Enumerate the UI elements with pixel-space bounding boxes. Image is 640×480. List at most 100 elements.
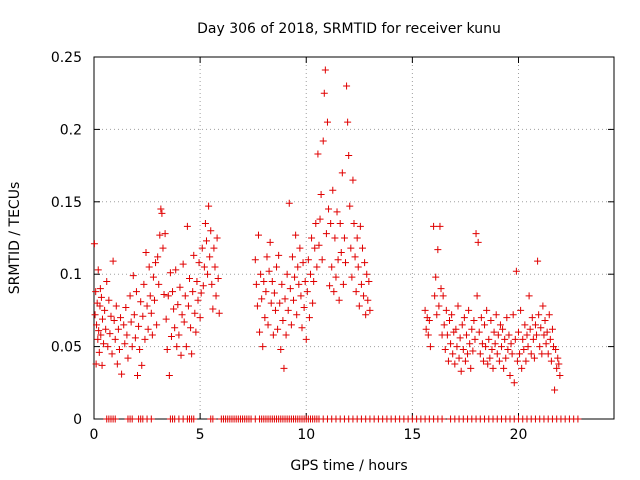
data-point-marker bbox=[486, 354, 494, 362]
data-point-marker bbox=[207, 227, 215, 235]
data-point-marker bbox=[120, 321, 128, 329]
data-point-marker bbox=[464, 350, 472, 358]
data-point-marker bbox=[553, 364, 561, 372]
data-point-marker bbox=[454, 302, 462, 310]
data-point-marker bbox=[191, 309, 199, 317]
data-point-marker bbox=[123, 331, 131, 339]
data-point-marker bbox=[330, 288, 338, 296]
data-point-marker bbox=[316, 215, 324, 223]
data-point-marker bbox=[179, 260, 187, 268]
data-point-marker bbox=[96, 285, 104, 293]
data-point-marker bbox=[102, 325, 110, 333]
data-point-marker bbox=[338, 169, 346, 177]
data-point-marker bbox=[542, 340, 550, 348]
data-point-marker bbox=[190, 415, 198, 423]
data-point-marker bbox=[456, 334, 464, 342]
data-point-marker bbox=[253, 302, 261, 310]
data-point-marker bbox=[354, 263, 362, 271]
data-point-marker bbox=[209, 305, 217, 313]
data-point-marker bbox=[137, 298, 145, 306]
data-point-marker bbox=[540, 331, 548, 339]
data-point-marker bbox=[362, 311, 370, 319]
data-point-marker bbox=[138, 361, 146, 369]
data-point-marker bbox=[199, 282, 207, 290]
data-point-marker bbox=[358, 244, 366, 252]
data-point-marker bbox=[544, 350, 552, 358]
data-point-marker bbox=[261, 314, 269, 322]
data-point-marker bbox=[169, 288, 177, 296]
data-point-marker bbox=[308, 234, 316, 242]
data-point-marker bbox=[523, 331, 531, 339]
data-point-marker bbox=[290, 296, 298, 304]
data-point-marker bbox=[312, 220, 320, 228]
data-point-marker bbox=[127, 318, 135, 326]
data-point-marker bbox=[160, 290, 168, 298]
data-point-marker bbox=[353, 234, 361, 242]
data-point-marker bbox=[548, 325, 556, 333]
data-point-marker bbox=[265, 267, 273, 275]
data-point-marker bbox=[287, 321, 295, 329]
data-point-marker bbox=[489, 364, 497, 372]
data-point-marker bbox=[326, 282, 334, 290]
data-point-marker bbox=[187, 324, 195, 332]
data-point-marker bbox=[155, 280, 163, 288]
data-point-marker bbox=[124, 354, 132, 362]
data-point-marker bbox=[526, 325, 534, 333]
data-point-marker bbox=[531, 321, 539, 329]
data-point-marker bbox=[574, 415, 582, 423]
data-point-marker bbox=[281, 295, 289, 303]
data-point-marker bbox=[471, 335, 479, 343]
data-point-marker bbox=[538, 350, 546, 358]
data-point-marker bbox=[315, 241, 323, 249]
data-point-marker bbox=[524, 343, 532, 351]
data-point-marker bbox=[121, 340, 129, 348]
data-point-marker bbox=[304, 256, 312, 264]
data-point-marker bbox=[278, 280, 286, 288]
data-point-marker bbox=[555, 360, 563, 368]
data-point-marker bbox=[431, 292, 439, 300]
data-point-marker bbox=[331, 234, 339, 242]
data-point-marker bbox=[294, 263, 302, 271]
data-point-marker bbox=[321, 66, 329, 74]
data-point-marker bbox=[444, 357, 452, 365]
data-point-marker bbox=[446, 317, 454, 325]
data-point-marker bbox=[509, 311, 517, 319]
data-point-marker bbox=[495, 357, 503, 365]
data-point-marker bbox=[144, 325, 152, 333]
data-point-marker bbox=[490, 328, 498, 336]
data-point-marker bbox=[481, 321, 489, 329]
data-point-marker bbox=[186, 275, 194, 283]
data-point-marker bbox=[200, 263, 208, 271]
data-points bbox=[90, 66, 582, 423]
data-point-marker bbox=[192, 328, 200, 336]
data-point-marker bbox=[299, 259, 307, 267]
data-point-marker bbox=[468, 325, 476, 333]
data-point-marker bbox=[477, 314, 485, 322]
data-point-marker bbox=[170, 305, 178, 313]
data-point-marker bbox=[128, 415, 136, 423]
data-point-marker bbox=[171, 324, 179, 332]
data-point-marker bbox=[344, 118, 352, 126]
data-point-marker bbox=[259, 343, 267, 351]
data-point-marker bbox=[493, 350, 501, 358]
x-tick-label: 0 bbox=[90, 427, 99, 443]
data-point-marker bbox=[323, 118, 331, 126]
data-point-marker bbox=[554, 354, 562, 362]
data-point-marker bbox=[251, 256, 259, 264]
data-point-marker bbox=[142, 248, 150, 256]
data-point-marker bbox=[430, 222, 438, 230]
data-point-marker bbox=[266, 238, 274, 246]
data-point-marker bbox=[301, 277, 309, 285]
data-point-marker bbox=[213, 234, 221, 242]
data-point-marker bbox=[139, 312, 147, 320]
data-point-marker bbox=[263, 253, 271, 261]
data-point-marker bbox=[452, 325, 460, 333]
data-point-marker bbox=[176, 283, 184, 291]
data-point-marker bbox=[183, 222, 191, 230]
data-point-marker bbox=[310, 277, 318, 285]
data-point-marker bbox=[296, 244, 304, 252]
data-point-marker bbox=[149, 273, 157, 281]
data-point-marker bbox=[91, 311, 99, 319]
data-point-marker bbox=[204, 270, 212, 278]
